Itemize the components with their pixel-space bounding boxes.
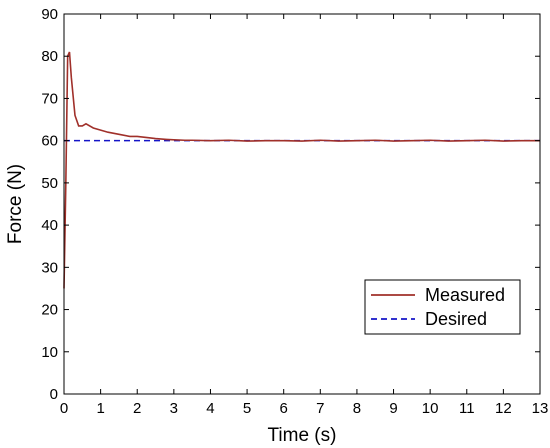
x-tick-label: 12 bbox=[495, 400, 512, 417]
y-tick-label: 80 bbox=[41, 48, 58, 65]
x-axis-title: Time (s) bbox=[268, 425, 337, 446]
x-tick-label: 10 bbox=[422, 400, 439, 417]
y-tick-label: 50 bbox=[41, 175, 58, 192]
x-tick-label: 4 bbox=[206, 400, 214, 417]
x-tick-label: 13 bbox=[532, 400, 549, 417]
y-tick-label: 20 bbox=[41, 302, 58, 319]
y-tick-label: 0 bbox=[50, 386, 58, 403]
series-line-measured bbox=[63, 51, 540, 289]
y-tick-label: 60 bbox=[41, 133, 58, 150]
x-tick-label: 1 bbox=[96, 400, 104, 417]
y-tick-label: 10 bbox=[41, 344, 58, 361]
y-axis-title: Force (N) bbox=[5, 164, 26, 244]
legend-label-measured: Measured bbox=[425, 285, 505, 305]
x-tick-label: 9 bbox=[389, 400, 397, 417]
x-tick-label: 7 bbox=[316, 400, 324, 417]
x-tick-label: 6 bbox=[280, 400, 288, 417]
legend-box bbox=[364, 279, 521, 335]
x-tick-label: 0 bbox=[60, 400, 68, 417]
plot-frame bbox=[63, 13, 541, 395]
x-tick-label: 11 bbox=[459, 400, 475, 417]
x-tick-label: 5 bbox=[243, 400, 251, 417]
y-tick-label: 30 bbox=[41, 259, 58, 276]
y-tick-label: 90 bbox=[41, 6, 58, 23]
y-tick-label: 70 bbox=[41, 90, 58, 107]
series-layer bbox=[63, 51, 540, 289]
x-tick-label: 8 bbox=[353, 400, 361, 417]
y-tick-label: 40 bbox=[41, 217, 58, 234]
x-tick-label: 2 bbox=[133, 400, 141, 417]
legend: Measured Desired bbox=[364, 279, 521, 335]
x-tick-label: 3 bbox=[170, 400, 178, 417]
legend-label-desired: Desired bbox=[425, 309, 487, 329]
